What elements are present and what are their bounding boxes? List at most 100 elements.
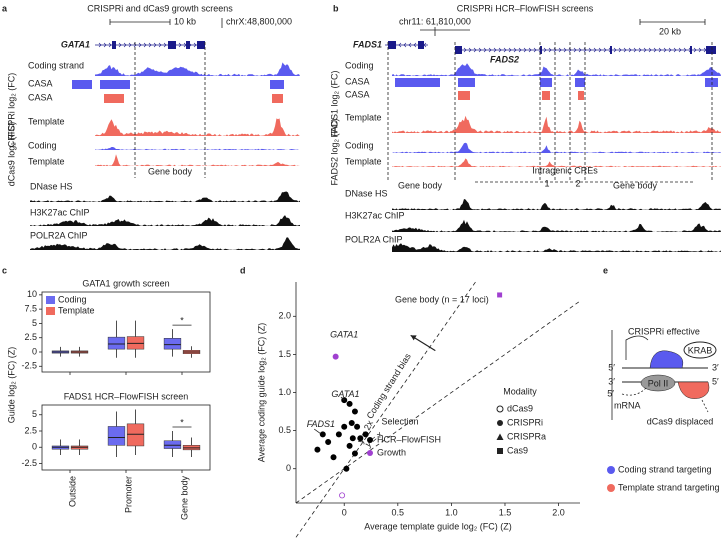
signal-track — [30, 215, 300, 226]
point — [343, 465, 350, 472]
region-label: Intragenic CREs — [532, 165, 598, 175]
casa-region — [72, 80, 92, 89]
chevron — [493, 47, 497, 53]
panel-label: a — [2, 3, 8, 13]
box — [107, 336, 126, 350]
chevron — [478, 47, 482, 53]
chevron — [698, 47, 702, 53]
signal-track — [95, 147, 300, 150]
chevron — [473, 47, 477, 53]
x-tick-label: 0 — [342, 507, 347, 517]
signal-track — [392, 243, 721, 252]
exon — [186, 41, 190, 49]
group-label: CRISPRi log₂ (FC) — [6, 73, 16, 148]
region-label: 2 — [575, 178, 580, 188]
gene-name: FADS1 — [353, 39, 382, 49]
chevron — [408, 42, 412, 48]
chevron — [663, 47, 667, 53]
y-tick-label: -2.5 — [21, 361, 37, 371]
exon — [610, 46, 612, 54]
chevron — [508, 47, 512, 53]
axis-title: Guide log₂ (FC) (Z) — [6, 347, 16, 424]
axis-title: Average coding guide log₂ (FC) (Z) — [256, 323, 266, 462]
inhibit-arrow — [625, 335, 649, 360]
chevron — [413, 42, 417, 48]
diagram-label: 5′ — [607, 388, 614, 398]
signal-track — [95, 62, 300, 76]
chevron — [618, 47, 622, 53]
chevron — [403, 42, 407, 48]
chevron — [98, 42, 102, 48]
chevron — [468, 47, 472, 53]
chevron — [598, 47, 602, 53]
chevron — [593, 47, 597, 53]
dcas9-template — [677, 381, 710, 399]
exon — [690, 46, 692, 54]
chevron — [128, 42, 132, 48]
chevron — [498, 47, 502, 53]
track-label: CASA — [28, 78, 53, 88]
mrna — [621, 387, 647, 396]
point — [346, 442, 353, 449]
panel-title: CRISPRi HCR–FlowFISH screens — [457, 3, 594, 13]
pol-ii — [640, 374, 676, 392]
panel-label: d — [240, 265, 246, 275]
point-label: GATA1 — [330, 330, 358, 340]
exon — [112, 41, 116, 49]
legend-title: Selection — [381, 416, 418, 426]
track-label: Template — [345, 112, 382, 122]
legend-marker — [367, 437, 373, 443]
chevron — [668, 47, 672, 53]
point-label: FADS1 — [307, 419, 335, 429]
chevron — [153, 42, 157, 48]
coordinate: chr11: 61,810,000 — [399, 16, 471, 26]
casa-region — [542, 91, 550, 100]
region-label: Gene body — [613, 180, 658, 190]
legend-label: Coding — [58, 294, 87, 304]
y-tick-label: 2.0 — [278, 311, 291, 321]
y-tick-label: 2.5 — [24, 425, 37, 435]
chevron — [148, 42, 152, 48]
point — [319, 431, 326, 438]
plot-frame — [41, 404, 211, 471]
coordinate: chrX:48,800,000 — [226, 16, 292, 26]
diagram-label: 5′ — [712, 376, 719, 386]
y-tick-label: 0 — [32, 442, 37, 452]
gene-name: GATA1 — [61, 39, 90, 49]
axis-title: Average template guide log₂ (FC) (Z) — [364, 521, 511, 531]
chevron — [143, 42, 147, 48]
x-tick-label: Promoter — [123, 476, 133, 513]
casa-region — [575, 78, 585, 87]
region-label: Gene body — [398, 180, 443, 190]
exon — [455, 46, 462, 54]
y-tick-label: 0 — [32, 346, 37, 356]
diagram-label: mRNA — [614, 400, 641, 410]
point — [314, 446, 321, 453]
legend-marker — [367, 450, 373, 456]
point — [354, 423, 361, 430]
point — [351, 408, 358, 415]
chevron — [178, 42, 182, 48]
chevron — [633, 47, 637, 53]
signal-track — [30, 191, 300, 202]
y-tick-label: 5 — [32, 318, 37, 328]
point — [330, 454, 337, 461]
chevron — [648, 47, 652, 53]
label: POLR2A ChIP — [30, 230, 88, 240]
x-tick-label: Outside — [67, 476, 77, 507]
chevron — [193, 42, 197, 48]
chevron — [683, 47, 687, 53]
track-label: Coding — [28, 140, 57, 150]
chevron — [523, 47, 527, 53]
casa-region — [540, 78, 552, 87]
track-label: Coding — [345, 60, 374, 70]
chevron — [118, 42, 122, 48]
diagram-label: 5′ — [608, 362, 615, 372]
chevron — [573, 47, 577, 53]
casa-region — [458, 78, 475, 87]
legend-dot — [607, 484, 615, 492]
legend-label: HCR–FlowFISH — [377, 434, 441, 444]
diagram-label: KRAB — [688, 345, 713, 355]
chevron — [103, 42, 107, 48]
chevron — [588, 47, 592, 53]
